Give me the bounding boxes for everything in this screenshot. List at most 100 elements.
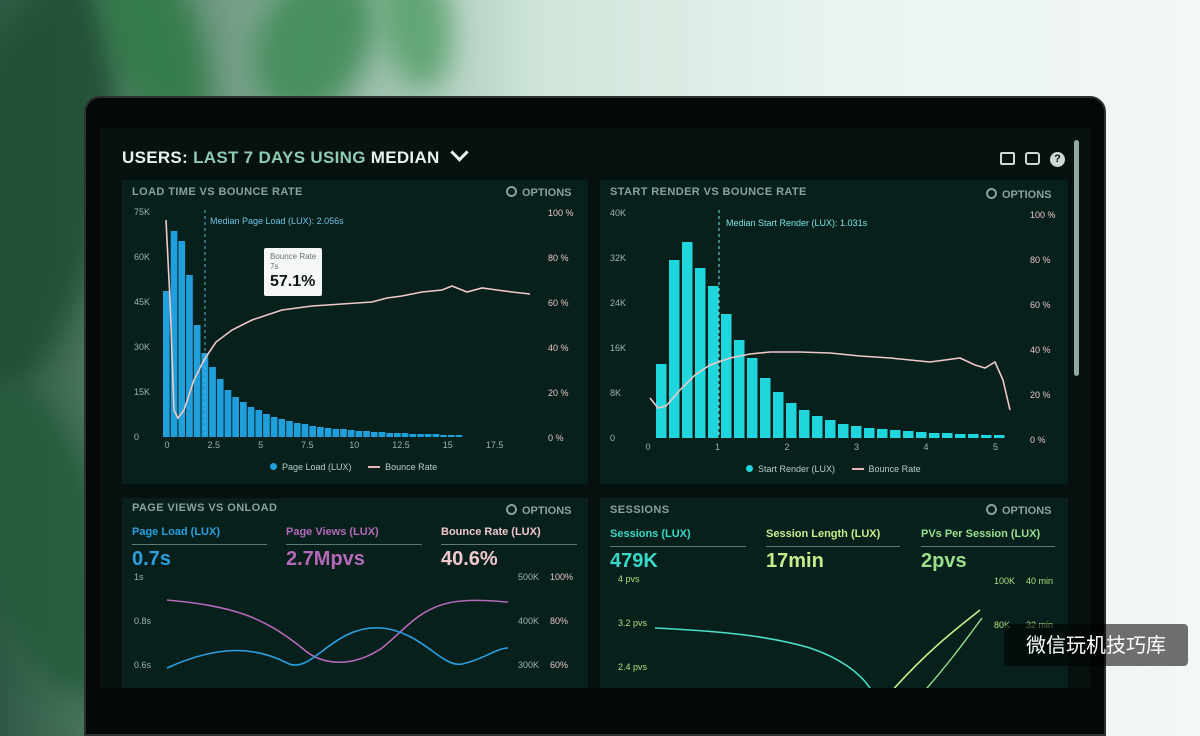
- histogram-bar: [851, 426, 862, 438]
- panel-page-views: PAGE VIEWS VS ONLOAD OPTIONS Page Load (…: [122, 498, 588, 688]
- y-axis-tick-right: 100%: [550, 572, 573, 582]
- histogram-bar: [417, 434, 424, 437]
- plant-leaf: [368, 0, 462, 96]
- y-axis-tick-right: 20 %: [548, 388, 569, 398]
- x-axis-tick: 0: [164, 440, 169, 450]
- chevron-down-icon[interactable]: [449, 143, 469, 162]
- watermark-text: 微信玩机技巧库: [1004, 624, 1188, 666]
- y-axis-tick-right: 80%: [550, 616, 568, 626]
- y-axis-tick: 1s: [134, 572, 144, 582]
- legend-item: Bounce Rate: [385, 462, 438, 472]
- histogram-bar: [232, 397, 239, 437]
- x-axis-tick: 2.5: [208, 440, 221, 450]
- histogram-bar: [394, 433, 401, 437]
- monitor-icon[interactable]: [1000, 152, 1015, 165]
- share-icon[interactable]: [1025, 152, 1040, 165]
- histogram-bar: [455, 435, 463, 437]
- divider: [766, 546, 900, 547]
- y-axis-tick-right: 100 %: [548, 208, 574, 218]
- histogram-bar: [695, 268, 706, 438]
- y-axis-tick-right: 0 %: [548, 433, 564, 443]
- tooltip-title: Bounce Rate: [270, 252, 317, 261]
- title-using: USING: [310, 148, 366, 167]
- options-label: OPTIONS: [1002, 505, 1052, 517]
- stat-label: Session Length (LUX): [766, 528, 881, 540]
- histogram-bar: [968, 434, 979, 438]
- page-load-line: [166, 627, 509, 669]
- panel-sessions: SESSIONS OPTIONS Sessions (LUX) 479K Ses…: [600, 498, 1068, 688]
- histogram-bar: [278, 419, 286, 437]
- panel-start-render: START RENDER VS BOUNCE RATE OPTIONS Medi…: [600, 180, 1068, 484]
- y-axis-tick: 24K: [610, 298, 626, 308]
- legend-item: Page Load (LUX): [282, 462, 352, 472]
- y-axis-tick: 4 pvs: [618, 574, 640, 584]
- histogram-bar: [747, 358, 758, 438]
- gear-icon: [986, 188, 997, 199]
- y-axis-tick: 2.4 pvs: [618, 662, 648, 672]
- load-time-chart: Median Page Load (LUX): 2.056s 75K 60K 45K…: [134, 207, 574, 450]
- y-axis-tick-right: 40 %: [548, 343, 569, 353]
- y-axis-tick-right: 80 %: [548, 253, 569, 263]
- histogram-bar: [363, 431, 370, 437]
- histogram-bar: [286, 421, 293, 437]
- histogram-bar: [916, 432, 927, 438]
- gear-icon: [986, 504, 997, 515]
- y-axis-tick-right: 80 %: [1030, 255, 1051, 265]
- histogram-bar: [929, 433, 940, 438]
- histogram-bar: [340, 429, 347, 437]
- y-axis-tick: 30K: [134, 342, 150, 352]
- panel-title: LOAD TIME VS BOUNCE RATE: [132, 186, 303, 198]
- dashboard-title[interactable]: USERS: LAST 7 DAYS USING MEDIAN: [122, 143, 469, 168]
- divider: [132, 544, 267, 545]
- histogram-bar: [355, 431, 363, 437]
- chart-legend: Page Load (LUX) Bounce Rate: [270, 462, 437, 472]
- stat-value: 479K: [610, 550, 658, 572]
- legend-dot: [270, 463, 277, 470]
- histogram-bar: [903, 431, 914, 438]
- y-axis-tick-right: 300K: [518, 660, 539, 670]
- x-axis-tick: 12.5: [392, 440, 410, 450]
- options-button[interactable]: OPTIONS: [986, 188, 1052, 201]
- bounce-rate-line: [649, 351, 1011, 411]
- legend-line: [851, 467, 864, 470]
- histogram-bar: [370, 432, 378, 437]
- y-axis-tick: 0.8s: [134, 616, 152, 626]
- histogram-bar: [301, 424, 309, 437]
- bounce-rate-tooltip: Bounce Rate 7s 57.1%: [264, 248, 323, 296]
- histogram-bar: [216, 379, 224, 437]
- y-axis-tick: 0: [610, 433, 615, 443]
- histogram-bar: [981, 435, 992, 438]
- x-axis-tick: 5: [258, 440, 263, 450]
- stat-label: Bounce Rate (LUX): [441, 526, 541, 538]
- legend-dot: [746, 465, 753, 472]
- histogram-bar: [440, 435, 447, 437]
- help-icon[interactable]: ?: [1050, 152, 1065, 167]
- histogram-bar: [786, 403, 797, 438]
- scrollbar[interactable]: [1074, 140, 1079, 376]
- histogram-bar: [347, 430, 355, 437]
- y-axis-tick: 0.6s: [134, 660, 152, 670]
- x-axis-tick: 4: [923, 442, 928, 452]
- y-axis-tick-right: 60 %: [548, 298, 569, 308]
- histogram-bar: [955, 434, 966, 438]
- options-button[interactable]: OPTIONS: [506, 504, 572, 517]
- y-axis-tick-right: 0 %: [1030, 435, 1046, 445]
- y-axis-tick: 60K: [134, 252, 150, 262]
- histogram-bar: [193, 325, 201, 437]
- tooltip-value: 57.1%: [270, 273, 316, 290]
- x-axis-tick: 5: [993, 442, 998, 452]
- histogram-bar: [838, 424, 849, 438]
- histogram-bar: [270, 417, 278, 437]
- histogram-bar: [447, 435, 455, 437]
- x-axis-tick: 17.5: [486, 440, 504, 450]
- histogram-bar: [877, 429, 888, 438]
- x-axis-tick: 0: [645, 442, 650, 452]
- panel-title: PAGE VIEWS VS ONLOAD: [132, 502, 278, 514]
- options-button[interactable]: OPTIONS: [506, 186, 572, 199]
- x-axis-tick: 1: [715, 442, 720, 452]
- options-button[interactable]: OPTIONS: [986, 504, 1052, 517]
- sessions-line: [654, 627, 871, 688]
- y-axis-tick: 0: [134, 432, 139, 442]
- options-label: OPTIONS: [522, 187, 572, 199]
- gear-icon: [506, 186, 517, 197]
